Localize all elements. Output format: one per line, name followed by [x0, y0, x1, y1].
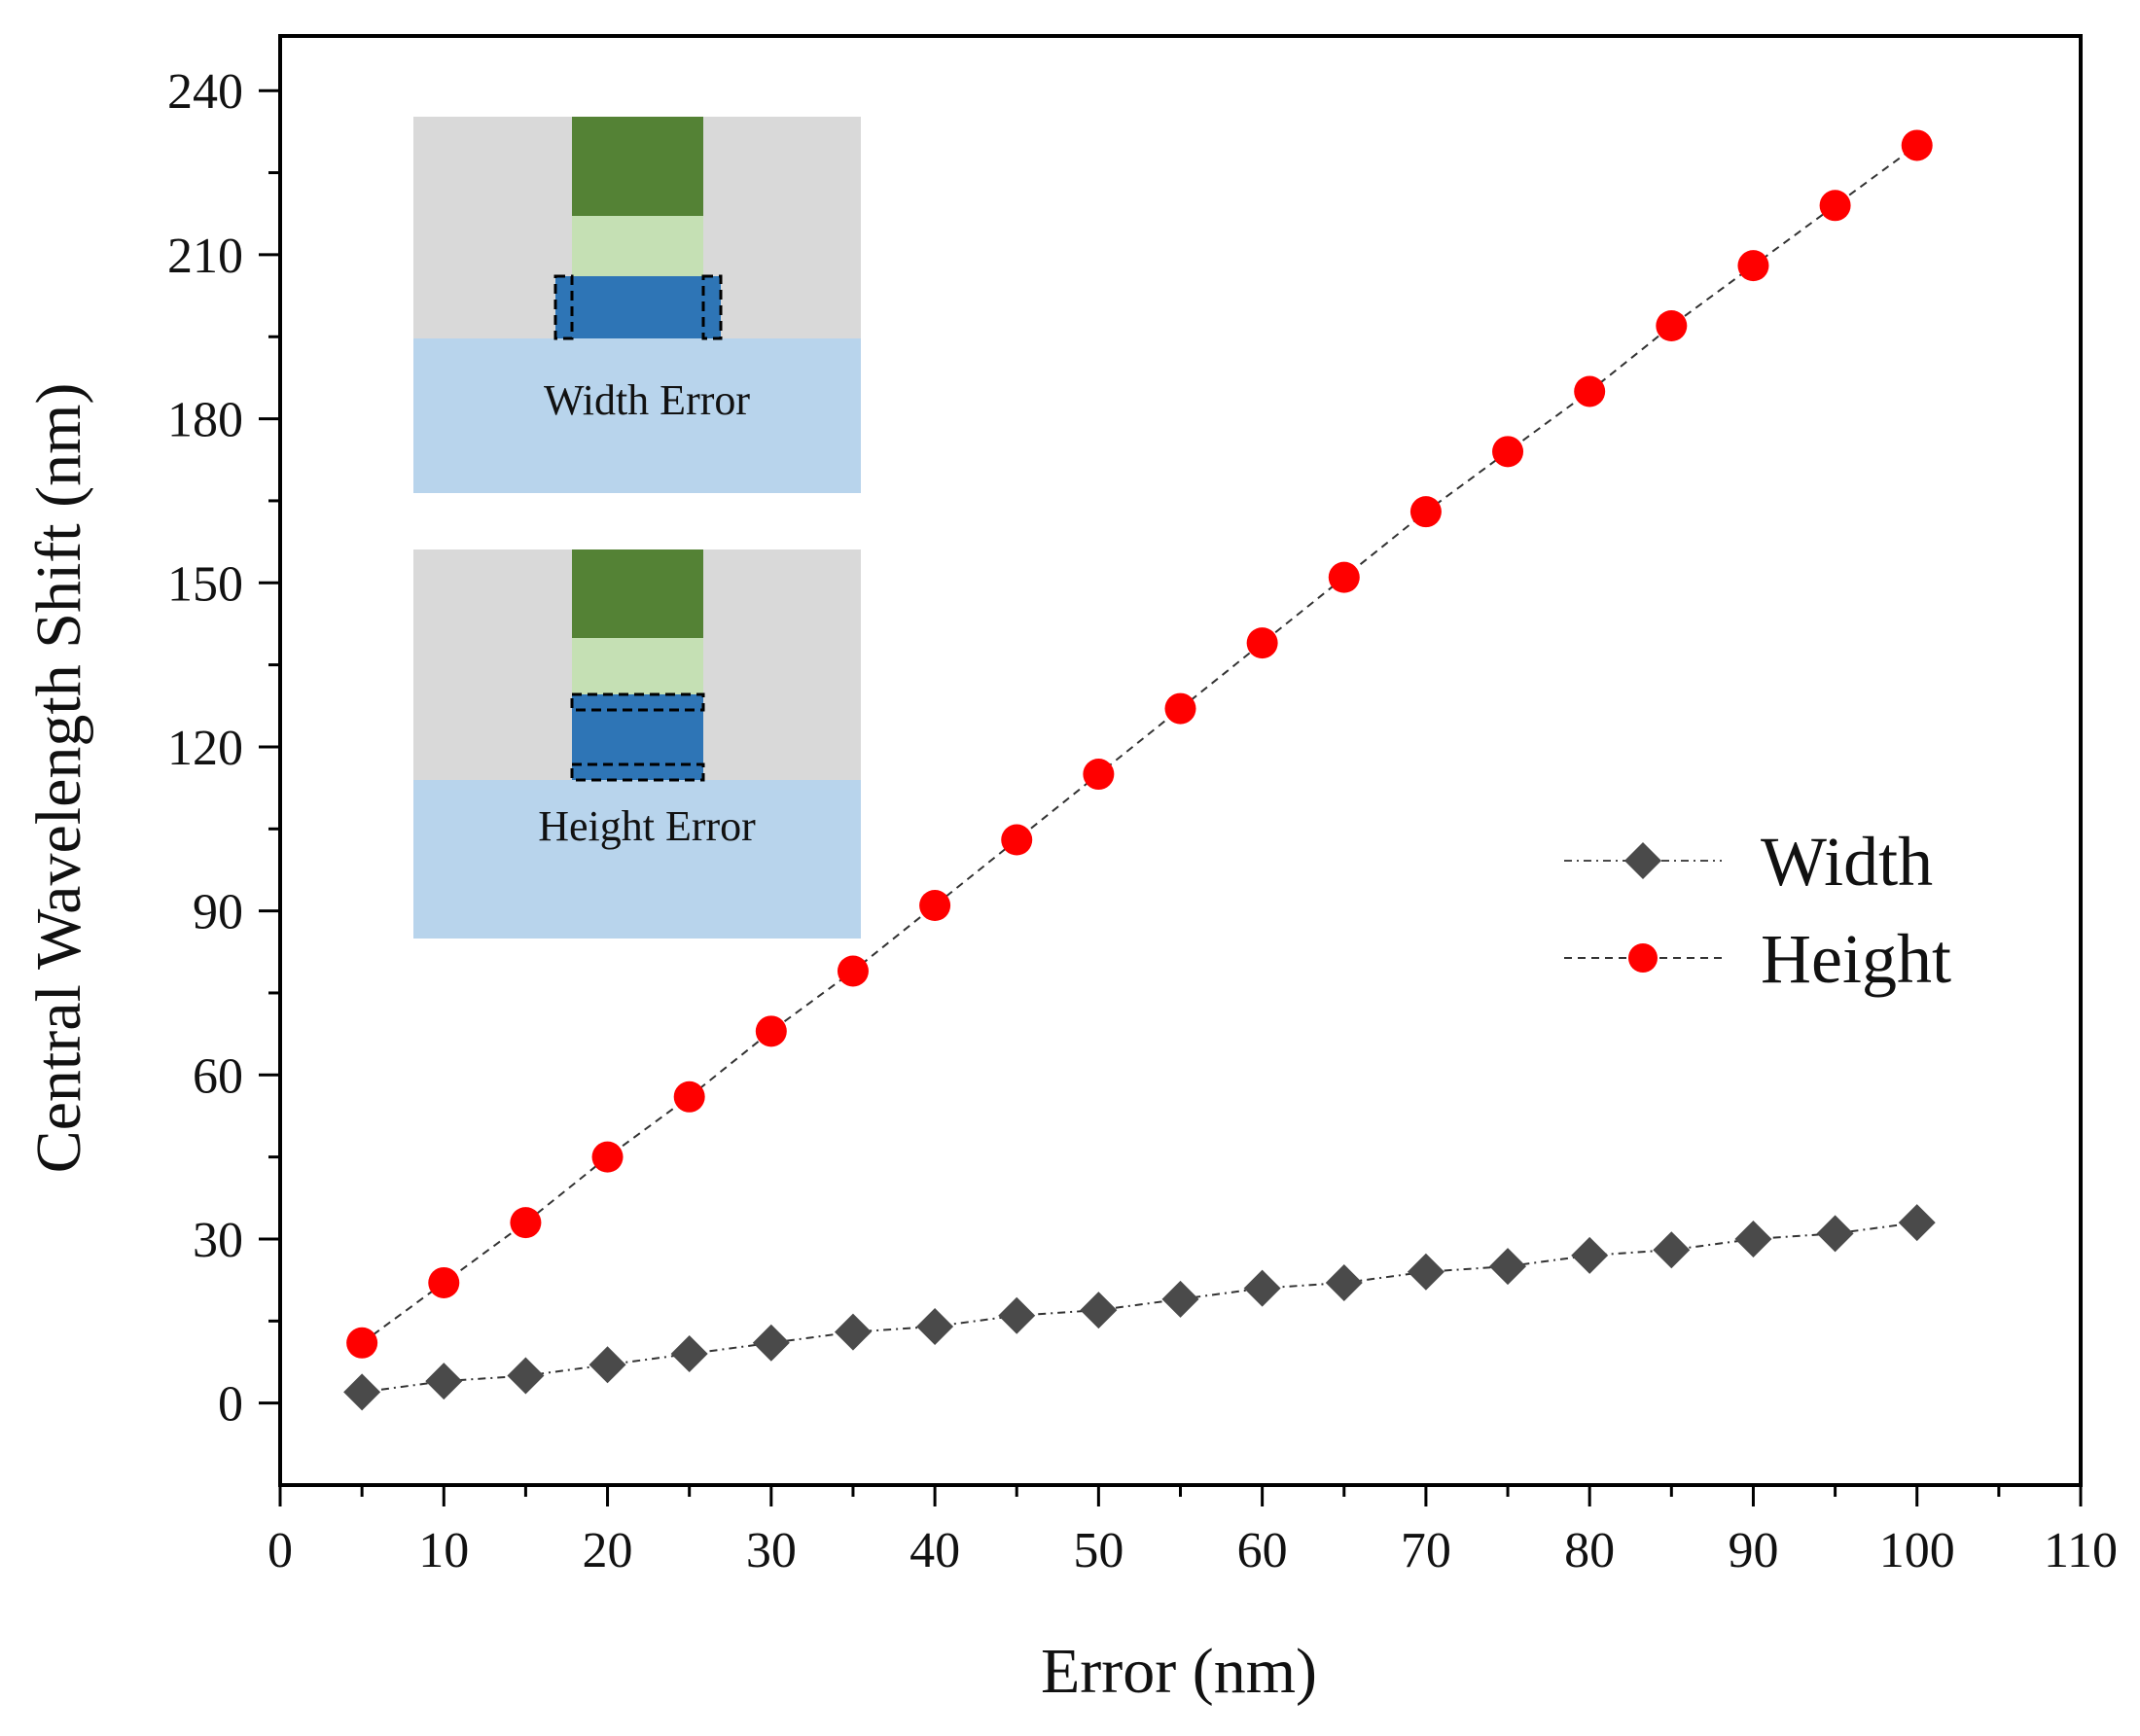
series-height-point: [1656, 310, 1688, 341]
inset-width-error: Width Error: [413, 117, 861, 493]
x-tick-label: 40: [910, 1523, 960, 1578]
x-tick-label: 80: [1564, 1523, 1615, 1578]
y-tick-label: 240: [167, 64, 243, 120]
x-tick-label: 110: [2044, 1523, 2118, 1578]
series-layer: [343, 129, 1936, 1411]
series-height-point: [346, 1327, 378, 1359]
series-width-point: [1571, 1236, 1609, 1274]
series-width-point: [998, 1296, 1036, 1334]
x-tick-label: 10: [418, 1523, 469, 1578]
inset-width-top-block: [572, 117, 703, 216]
y-tick-label: 150: [167, 556, 243, 612]
series-height-point: [1164, 692, 1196, 725]
legend-width-marker: [1624, 842, 1661, 879]
series-height-point: [428, 1266, 460, 1298]
y-tick-label: 0: [218, 1377, 243, 1433]
legend-item-width: Width: [1564, 823, 1933, 901]
x-tick-label: 50: [1073, 1523, 1124, 1578]
y-tick-label: 30: [193, 1213, 243, 1268]
x-tick-label: 70: [1401, 1523, 1451, 1578]
legend-height-marker: [1628, 943, 1658, 973]
series-height-point: [1409, 496, 1442, 528]
inset-width-label: Width Error: [544, 376, 750, 424]
series-width-point: [507, 1357, 545, 1395]
inset-height-core-block: [572, 694, 703, 780]
axes-layer: 0 10 20 30 40 50 60 70 80 90 100 110 0 30 60 90 120 150 18…: [167, 34, 2118, 1578]
series-width-point: [588, 1346, 626, 1384]
series-width-point: [1325, 1263, 1363, 1301]
series-width-point: [1898, 1204, 1936, 1242]
series-height-point: [837, 955, 869, 987]
series-width-point: [425, 1363, 463, 1400]
series-width-point: [1653, 1231, 1691, 1269]
series-width-point: [1407, 1253, 1444, 1291]
y-tick-label: 90: [193, 885, 243, 940]
x-tick-label: 60: [1237, 1523, 1288, 1578]
series-width-point: [670, 1335, 708, 1373]
series-width-point: [343, 1373, 381, 1411]
series-width-point: [752, 1324, 790, 1362]
series-width-point: [1243, 1269, 1281, 1307]
x-tick-label: 0: [268, 1523, 293, 1578]
y-tick-label: 180: [167, 393, 243, 448]
series-width-point: [834, 1313, 872, 1351]
y-axis-title: Central Wavelength Shift (nm): [23, 383, 94, 1174]
y-tick-label: 60: [193, 1048, 243, 1104]
series-height-point: [1328, 561, 1360, 593]
x-tick-label: 30: [746, 1523, 797, 1578]
series-width-point: [1489, 1248, 1527, 1286]
inset-width-error-right-outline: [701, 274, 723, 340]
series-width-point: [1816, 1215, 1854, 1253]
series-height-point: [1246, 627, 1278, 659]
inset-height-error-bottom-outline: [570, 762, 705, 782]
x-axis-title: Error (nm): [1041, 1636, 1317, 1707]
series-height-point: [1901, 129, 1933, 161]
series-height-point: [1737, 250, 1769, 282]
inset-height-label: Height Error: [538, 802, 756, 850]
inset-width-error-left-outline: [553, 274, 574, 340]
series-height-point: [1819, 190, 1851, 222]
series-height-point: [1574, 375, 1606, 407]
inset-width-core-block: [555, 276, 721, 338]
inset-diagrams: Width Error Height Error: [413, 117, 861, 939]
series-width-point: [1161, 1280, 1199, 1318]
series-height-point: [673, 1081, 705, 1113]
series-width-point: [1734, 1220, 1772, 1258]
series-height-point: [591, 1141, 624, 1173]
series-width-point: [1080, 1292, 1118, 1329]
inset-height-top-block: [572, 549, 703, 638]
inset-height-middle-block: [572, 638, 703, 694]
inset-height-error-top-outline: [570, 692, 705, 712]
legend-item-height: Height: [1564, 920, 1951, 998]
y-tick-label: 210: [167, 229, 243, 284]
x-tick-label: 90: [1728, 1523, 1778, 1578]
series-height-point: [919, 890, 951, 921]
series-height-point: [755, 1015, 787, 1047]
series-height-point: [1083, 759, 1115, 791]
series-height-line: [361, 144, 1918, 1344]
series-height-point: [1001, 824, 1033, 856]
legend: Width Height: [1564, 823, 1951, 998]
legend-width-label: Width: [1761, 823, 1933, 901]
x-tick-label: 20: [583, 1523, 633, 1578]
inset-width-substrate: [413, 338, 861, 493]
legend-height-label: Height: [1761, 920, 1951, 998]
series-height-point: [510, 1207, 542, 1239]
inset-height-substrate: [413, 780, 861, 939]
inset-width-middle-block: [572, 216, 703, 276]
series-width-point: [916, 1307, 954, 1345]
x-tick-label: 100: [1879, 1523, 1955, 1578]
inset-height-error: Height Error: [413, 549, 861, 939]
y-tick-label: 120: [167, 721, 243, 776]
series-height-point: [1492, 436, 1524, 468]
